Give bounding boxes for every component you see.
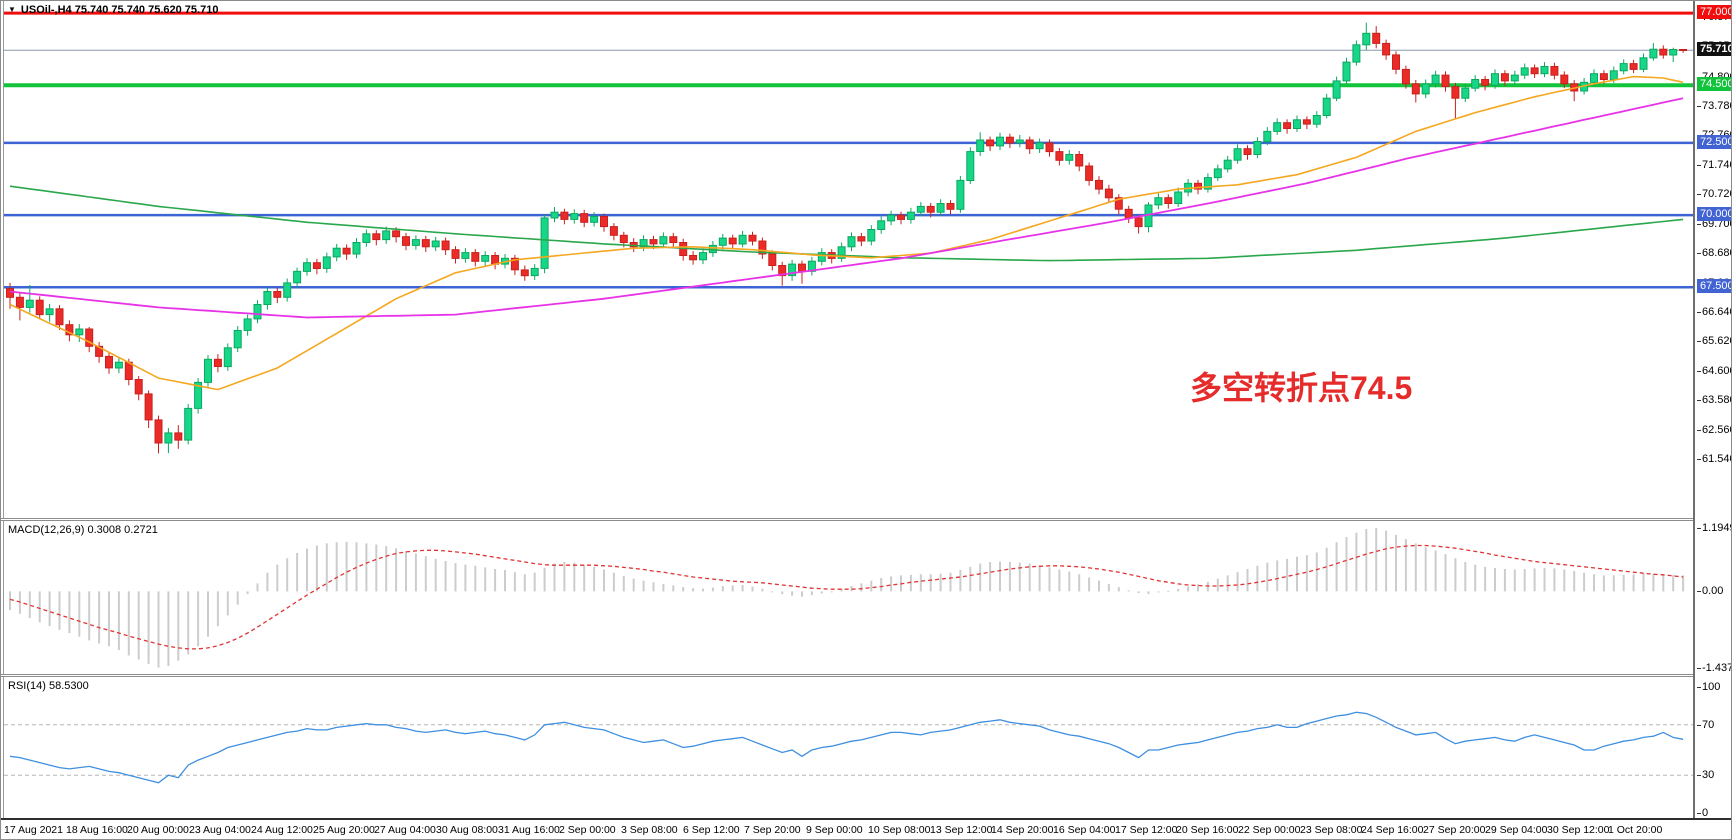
rsi-tick: 0 [1702,807,1709,819]
price-tick: 73.780 [1702,100,1731,112]
time-label: 23 Sep 08:00 [1300,824,1363,836]
price-tick-tickmark [1697,165,1701,166]
rsi-tick-tickmark [1697,687,1701,688]
price-tick: 69.700 [1702,218,1731,230]
hline-price-label: 74.500 [1697,77,1731,91]
price-tick: 65.620 [1702,335,1731,347]
price-tick: 71.740 [1702,159,1731,171]
rsi-label: RSI(14) 58.5300 [8,680,89,692]
macd-pane[interactable] [4,521,1693,674]
macd-label: MACD(12,26,9) 0.3008 0.2721 [8,524,158,536]
hline-price-label: 67.500 [1697,279,1731,293]
price-tick-tickmark [1697,430,1701,431]
time-label: 22 Sep 00:00 [1238,824,1301,836]
rsi-line [9,711,1684,784]
time-label: 29 Sep 04:00 [1485,824,1548,836]
time-label: 1 Oct 20:00 [1608,824,1663,836]
price-tick: 62.560 [1702,424,1731,436]
time-label: 7 Sep 20:00 [744,824,801,836]
main-price-pane[interactable] [4,3,1693,518]
price-tick: 61.540 [1702,453,1731,465]
time-label: 3 Sep 08:00 [621,824,678,836]
time-label: 17 Sep 12:00 [1115,824,1178,836]
time-label: 20 Aug 00:00 [127,824,189,836]
macd-tick: 0.00 [1702,585,1724,597]
time-label: 30 Sep 12:00 [1547,824,1610,836]
macd-histogram [9,527,1685,668]
pane-separator[interactable] [1,674,1731,677]
time-label: 18 Aug 16:00 [66,824,128,836]
price-tick-tickmark [1697,312,1701,313]
rsi-tick: 70 [1702,719,1715,731]
ma-slow-magenta[interactable] [9,97,1684,319]
price-tick-tickmark [1697,106,1701,107]
time-label: 14 Sep 20:00 [991,824,1054,836]
price-tick-tickmark [1697,400,1701,401]
time-label: 23 Aug 04:00 [189,824,251,836]
time-label: 31 Aug 16:00 [498,824,560,836]
price-tick-tickmark [1697,253,1701,254]
pane-separator[interactable] [1,518,1731,521]
time-label: 17 Aug 2021 [4,824,63,836]
time-label: 2 Sep 00:00 [559,824,616,836]
rsi-tick-tickmark [1697,813,1701,814]
time-label: 27 Aug 04:00 [374,824,436,836]
time-axis[interactable]: 17 Aug 2021 18 Aug 16:00 20 Aug 00:00 23 Au… [1,820,1731,839]
macd-tick: 1.1949 [1702,522,1731,534]
axis-separator [1,818,1731,820]
current-price-label: 75.710 [1697,42,1731,56]
hline-price-label: 72.500 [1697,135,1731,149]
rsi-tick: 100 [1702,681,1721,693]
time-label: 25 Aug 20:00 [313,824,375,836]
time-label: 13 Sep 12:00 [930,824,993,836]
time-label: 6 Sep 12:00 [683,824,740,836]
price-tick-tickmark [1697,371,1701,372]
chart-annotation: 多空转折点74.5 [1190,370,1413,406]
ma-slow-green[interactable] [9,185,1684,262]
candles [6,22,1688,454]
time-label: 27 Sep 20:00 [1423,824,1486,836]
time-label: 24 Sep 16:00 [1361,824,1424,836]
time-label: 16 Sep 04:00 [1053,824,1116,836]
ma-mid-orange[interactable] [9,75,1684,391]
macd-tick-tickmark [1697,668,1701,669]
price-tick-tickmark [1697,341,1701,342]
symbol-ohlc-text: USOil-,H4 75.740 75.740 75.620 75.710 [20,4,219,16]
price-tick-tickmark [1697,194,1701,195]
time-label: 10 Sep 08:00 [868,824,931,836]
price-tick-tickmark [1697,459,1701,460]
price-tick: 70.720 [1702,188,1731,200]
rsi-tick-tickmark [1697,775,1701,776]
price-tick: 66.640 [1702,306,1731,318]
price-tick: 64.600 [1702,365,1731,377]
time-label: 30 Aug 08:00 [436,824,498,836]
time-label: 9 Sep 00:00 [806,824,863,836]
price-tick: 68.680 [1702,247,1731,259]
rsi-tick: 30 [1702,769,1715,781]
macd-tick-tickmark [1697,591,1701,592]
time-label: 24 Aug 12:00 [251,824,313,836]
macd-tick: -1.4374 [1702,662,1731,674]
chevron-down-icon[interactable]: ▼ [8,5,16,14]
time-label: 20 Sep 16:00 [1176,824,1239,836]
price-scale[interactable]: 76.87075.85074.80073.78072.76071.74070.7… [1693,1,1731,819]
macd-tick-tickmark [1697,528,1701,529]
hline-price-label: 70.000 [1697,207,1731,221]
rsi-tick-tickmark [1697,725,1701,726]
hline-price-label: 77.000 [1697,5,1731,19]
price-tick-tickmark [1697,224,1701,225]
price-tick: 63.580 [1702,394,1731,406]
symbol-bar: ▼ USOil-,H4 75.740 75.740 75.620 75.710 [8,4,218,16]
rsi-pane[interactable] [4,677,1693,818]
macd-signal-line [9,544,1684,650]
